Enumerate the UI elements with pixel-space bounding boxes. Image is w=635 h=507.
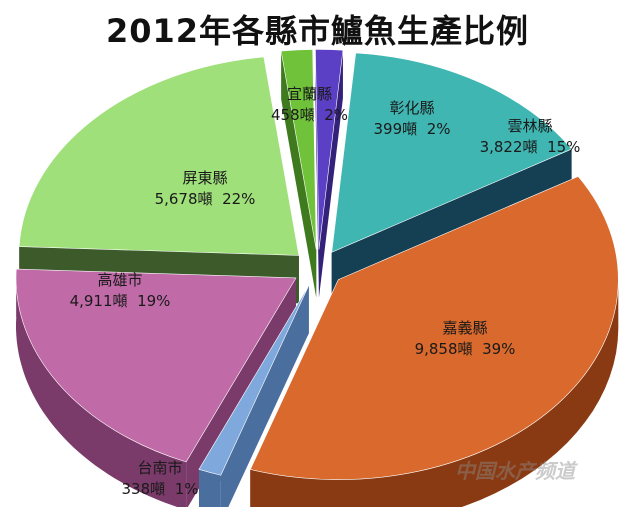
watermark: 中国水产频道 <box>455 459 575 483</box>
label-tainan-name: 台南市 <box>137 459 183 477</box>
label-yunlin: 雲林縣 3,822噸 15% <box>470 116 590 158</box>
label-pingtung-value: 5,678噸 22% <box>154 190 256 208</box>
label-changhua: 彰化縣 399噸 2% <box>362 98 462 140</box>
label-kaohsiung-name: 高雄市 <box>97 271 143 289</box>
pie-slice-top-0 <box>280 49 317 250</box>
label-yunlin-value: 3,822噸 15% <box>479 138 581 156</box>
label-yunlin-name: 雲林縣 <box>507 117 553 135</box>
pie-slice-wall-0-0 <box>281 51 317 298</box>
label-chiayi: 嘉義縣 9,858噸 39% <box>400 318 530 360</box>
chart-title: 2012年各縣市鱸魚生產比例 <box>105 12 530 50</box>
pie-slice-0 <box>280 49 317 298</box>
label-pingtung-name: 屏東縣 <box>182 169 228 187</box>
pie-slice-rim-4 <box>199 469 221 507</box>
pie-slice-top-5 <box>15 268 297 463</box>
label-pingtung: 屏東縣 5,678噸 22% <box>140 168 270 210</box>
pie-slice-wall-1-1 <box>318 50 343 298</box>
pie-slice-4 <box>198 285 310 507</box>
label-yilan: 宜蘭縣 458噸 2% <box>262 84 357 126</box>
label-tainan-value: 338噸 1% <box>121 480 199 498</box>
label-changhua-name: 彰化縣 <box>389 99 435 117</box>
label-changhua-value: 399噸 2% <box>373 120 451 138</box>
label-yilan-value: 458噸 2% <box>271 106 348 124</box>
pie-slice-top-4 <box>198 285 310 476</box>
label-chiayi-value: 9,858噸 39% <box>414 340 516 358</box>
pie-slice-top-6 <box>18 56 300 256</box>
pie-slice-top-1 <box>315 49 344 250</box>
label-kaohsiung: 高雄市 4,911噸 19% <box>55 270 185 312</box>
label-tainan: 台南市 338噸 1% <box>110 458 210 500</box>
pie-slice-top-3 <box>249 176 619 480</box>
label-kaohsiung-value: 4,911噸 19% <box>69 292 171 310</box>
label-chiayi-name: 嘉義縣 <box>442 319 488 337</box>
pie-slice-top-2 <box>331 52 573 253</box>
pie-slice-rim-5 <box>16 269 187 507</box>
label-yilan-name: 宜蘭縣 <box>286 85 332 103</box>
pie-slice-1 <box>315 49 344 298</box>
pie-slice-rim-3 <box>250 280 619 507</box>
pie-slice-3 <box>249 176 619 507</box>
